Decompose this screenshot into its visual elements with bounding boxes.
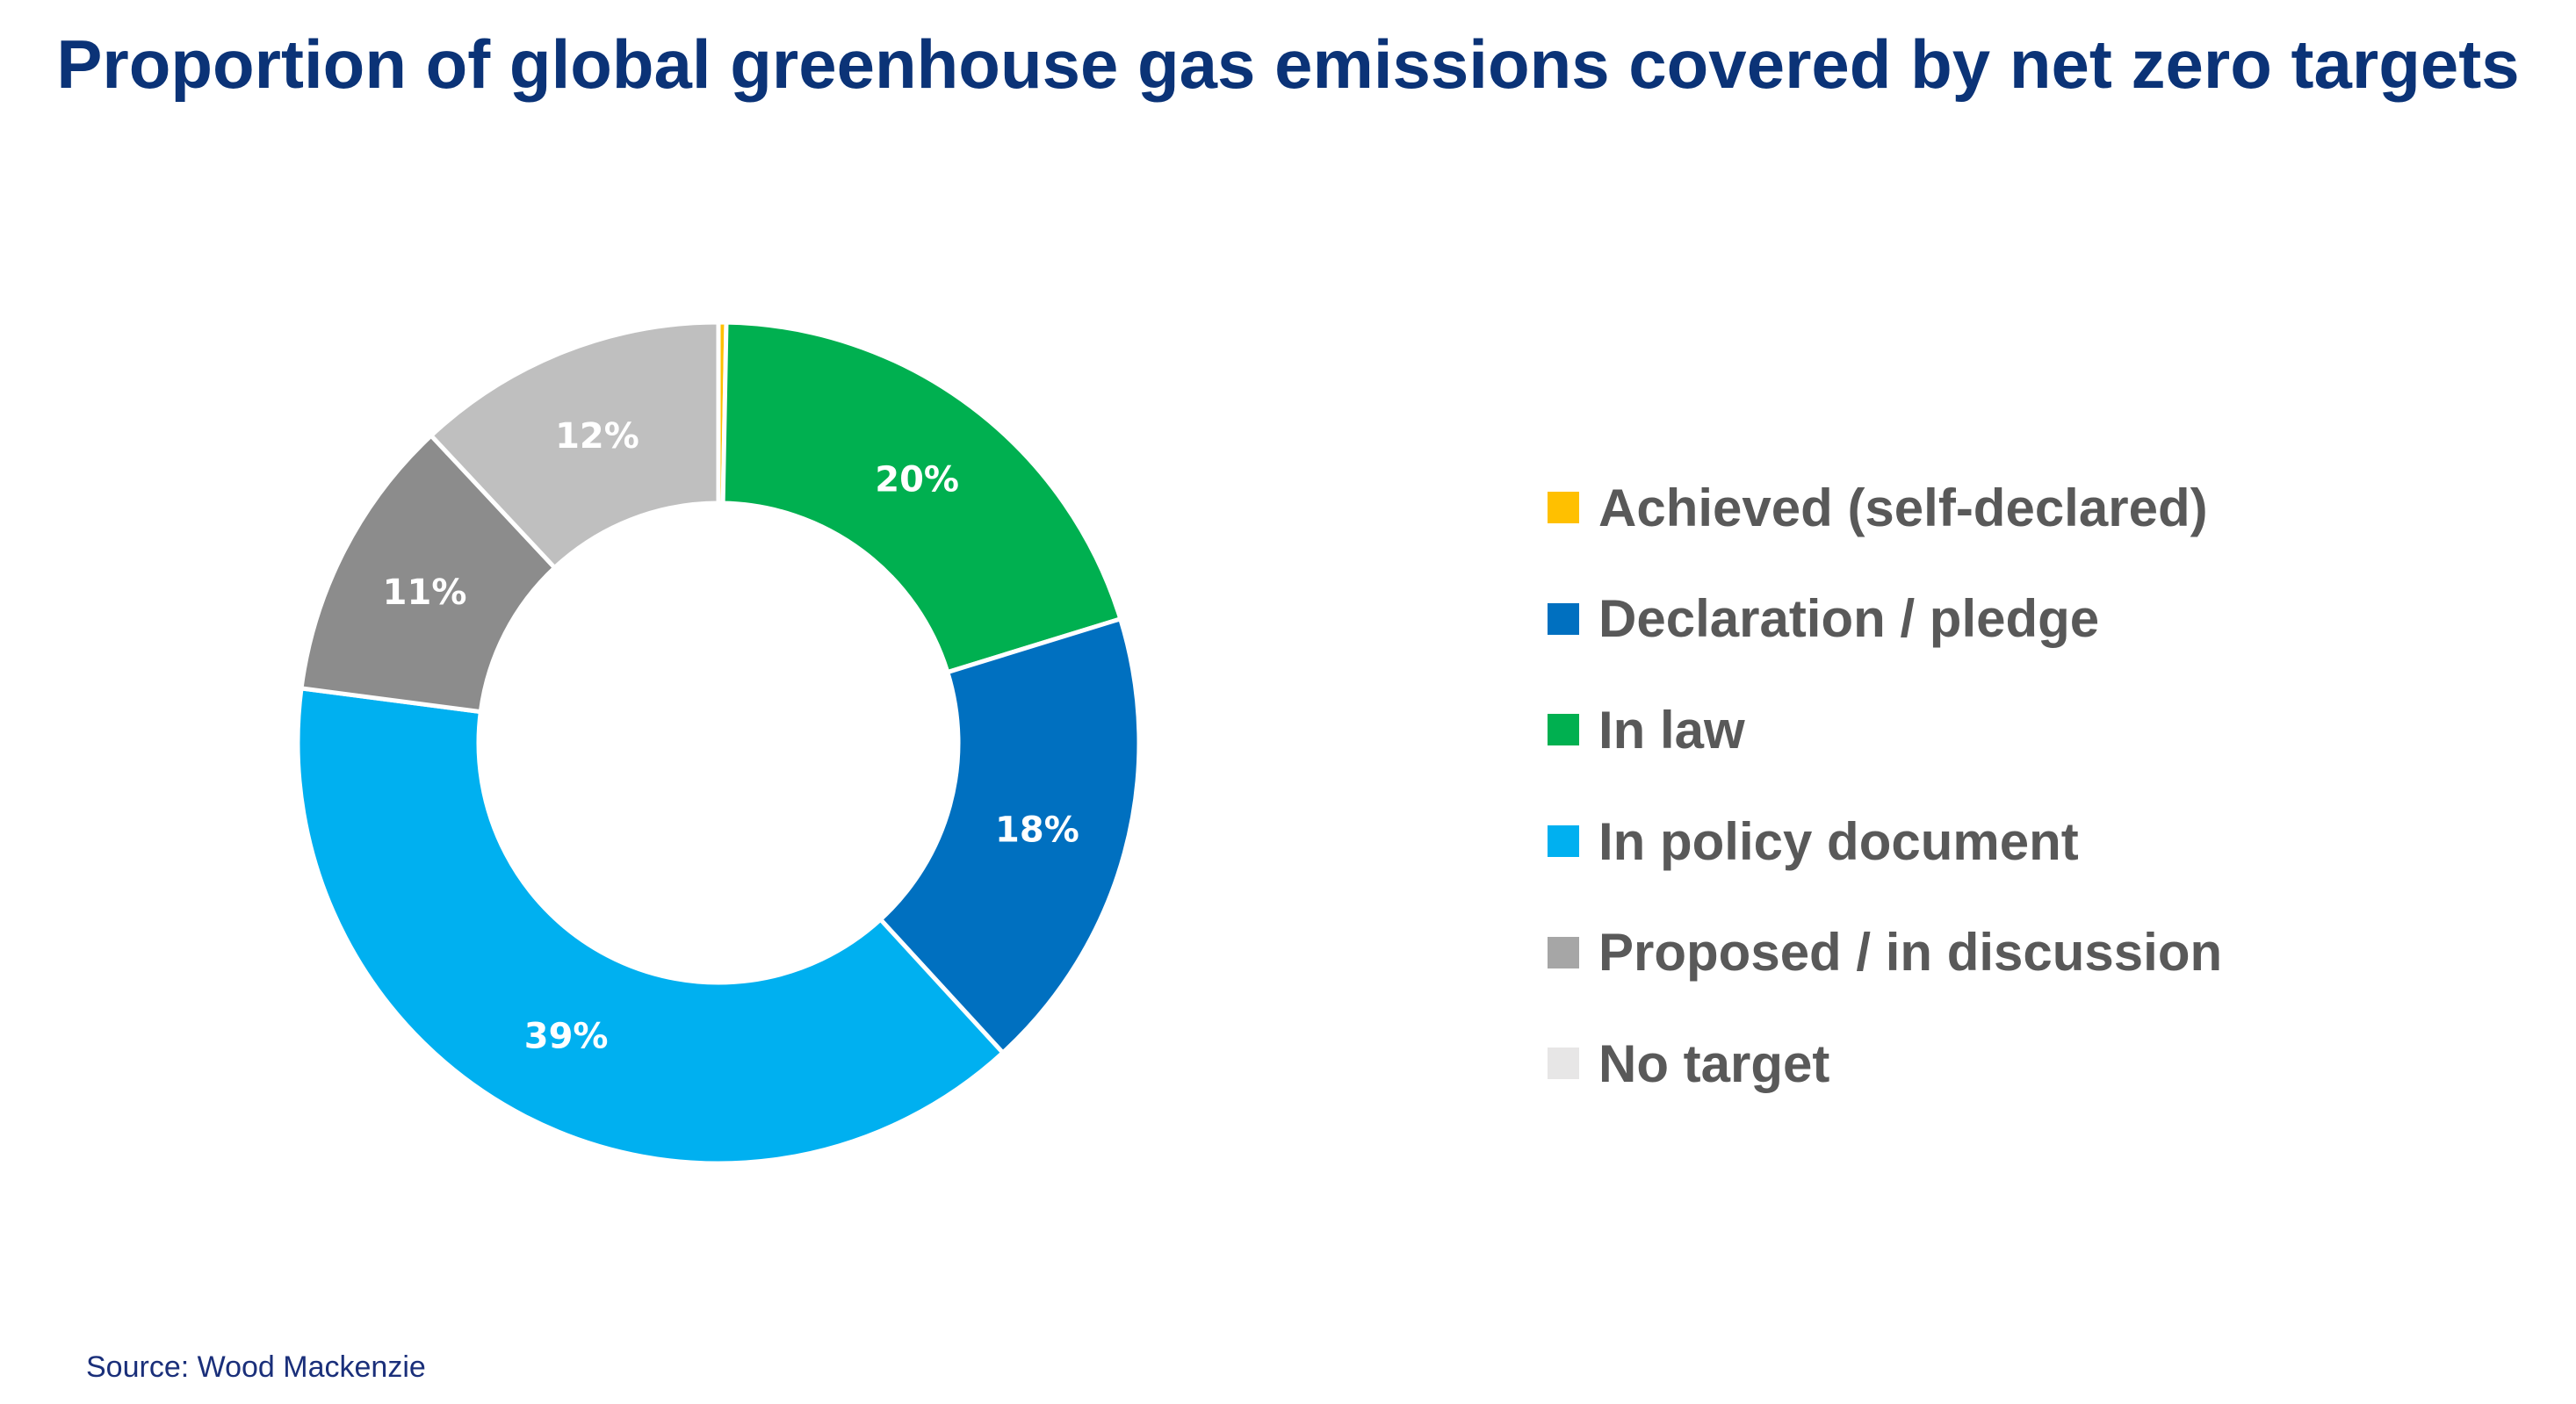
legend-swatch <box>1548 602 1579 635</box>
legend-item-proposed: Proposed / in discussion <box>1548 896 2222 1008</box>
legend: Achieved (self-declared) Declaration / p… <box>1548 452 2222 1120</box>
donut-slice-proposed-in-discussion <box>299 432 559 715</box>
data-label: 11% <box>383 572 467 613</box>
data-label: 18% <box>995 810 1079 850</box>
legend-label: Achieved (self-declared) <box>1598 478 2208 537</box>
chart-title: Proportion of global greenhouse gas emis… <box>56 25 2520 103</box>
legend-item-in-law: In law <box>1548 674 2222 786</box>
data-label: 12% <box>555 416 639 457</box>
legend-label: No target <box>1598 1033 1830 1093</box>
legend-label: Declaration / pledge <box>1598 589 2100 649</box>
legend-swatch <box>1548 492 1579 524</box>
legend-item-achieved: Achieved (self-declared) <box>1548 452 2222 564</box>
donut-slice-in-law <box>720 320 1123 675</box>
legend-swatch <box>1548 1048 1579 1080</box>
donut-slice-in-policy-document <box>295 686 1007 1166</box>
legend-label: In law <box>1598 700 1745 760</box>
source-note: Source: Wood Mackenzie <box>86 1350 426 1384</box>
legend-item-no-target: No target <box>1548 1008 2222 1120</box>
legend-swatch <box>1548 714 1579 746</box>
legend-swatch <box>1548 825 1579 858</box>
data-label: 39% <box>524 1017 609 1057</box>
donut-slice-no-target <box>428 320 721 572</box>
legend-label: Proposed / in discussion <box>1598 923 2223 983</box>
legend-item-policy: In policy document <box>1548 786 2222 897</box>
legend-swatch <box>1548 936 1579 968</box>
data-label: 20% <box>875 460 959 500</box>
legend-label: In policy document <box>1598 811 2079 871</box>
legend-item-declaration: Declaration / pledge <box>1548 564 2222 675</box>
donut-slice-declaration-pledge <box>877 616 1142 1056</box>
